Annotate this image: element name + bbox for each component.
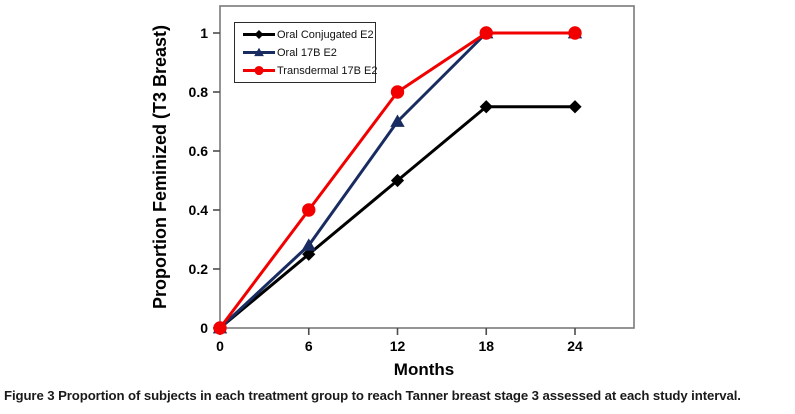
circle-marker — [568, 26, 582, 40]
legend: Oral Conjugated E2 Oral 17B E2 Transderm… — [234, 22, 378, 83]
axis-ticks: 0 0.2 0.4 0.6 0.8 1 0 6 12 18 24 — [189, 25, 583, 354]
diamond-marker — [568, 100, 582, 114]
legend-label: Oral 17B E2 — [277, 46, 337, 59]
y-tick-label: 0.6 — [189, 143, 209, 159]
chart: 0 0.2 0.4 0.6 0.8 1 0 6 12 18 24 Months Proportion… — [150, 5, 635, 379]
legend-item-oral-conjugated-e2: Oral Conjugated E2 — [242, 26, 375, 43]
data-series — [212, 26, 583, 335]
diamond-marker — [302, 247, 316, 261]
y-tick-label: 1 — [200, 25, 208, 41]
circle-marker — [479, 26, 493, 40]
circle-marker — [302, 203, 316, 217]
legend-item-oral-17b-e2: Oral 17B E2 — [242, 44, 375, 61]
x-tick-label: 0 — [216, 338, 224, 354]
triangle-marker — [301, 238, 316, 251]
y-axis-title: Proportion Feminized (T3 Breast) — [150, 25, 170, 309]
series-line-0 — [218, 105, 577, 330]
x-axis-title: Months — [394, 360, 454, 379]
diamond-marker — [254, 30, 264, 39]
triangle-marker — [390, 114, 405, 127]
plot-border — [219, 5, 635, 329]
y-tick-label: 0.2 — [189, 261, 209, 277]
figure-caption-label: Figure 3 — [4, 388, 55, 403]
x-tick-label: 12 — [390, 338, 406, 354]
legend-label: Transdermal 17B E2 — [277, 64, 378, 77]
line-circle-marker-icon — [243, 65, 275, 76]
line-triangle-marker-icon — [243, 47, 275, 57]
circle-marker — [254, 65, 264, 76]
figure-caption: Figure 3 Proportion of subjects in each … — [4, 388, 795, 403]
y-tick-label: 0 — [200, 320, 208, 336]
circle-marker — [213, 321, 227, 335]
circle-marker — [390, 85, 405, 99]
diamond-marker — [390, 173, 405, 188]
x-tick-label: 18 — [478, 338, 494, 354]
legend-item-transdermal-17b-e2: Transdermal 17B E2 — [242, 62, 378, 79]
legend-label: Oral Conjugated E2 — [277, 28, 374, 41]
triangle-marker — [254, 47, 264, 57]
y-tick-label: 0.8 — [189, 84, 209, 100]
x-tick-label: 24 — [567, 338, 583, 354]
y-tick-label: 0.4 — [189, 202, 209, 218]
x-tick-label: 6 — [305, 338, 313, 354]
figure-caption-text: Proportion of subjects in each treatment… — [58, 388, 741, 403]
diamond-marker — [479, 100, 493, 114]
line-diamond-marker-icon — [243, 30, 275, 39]
